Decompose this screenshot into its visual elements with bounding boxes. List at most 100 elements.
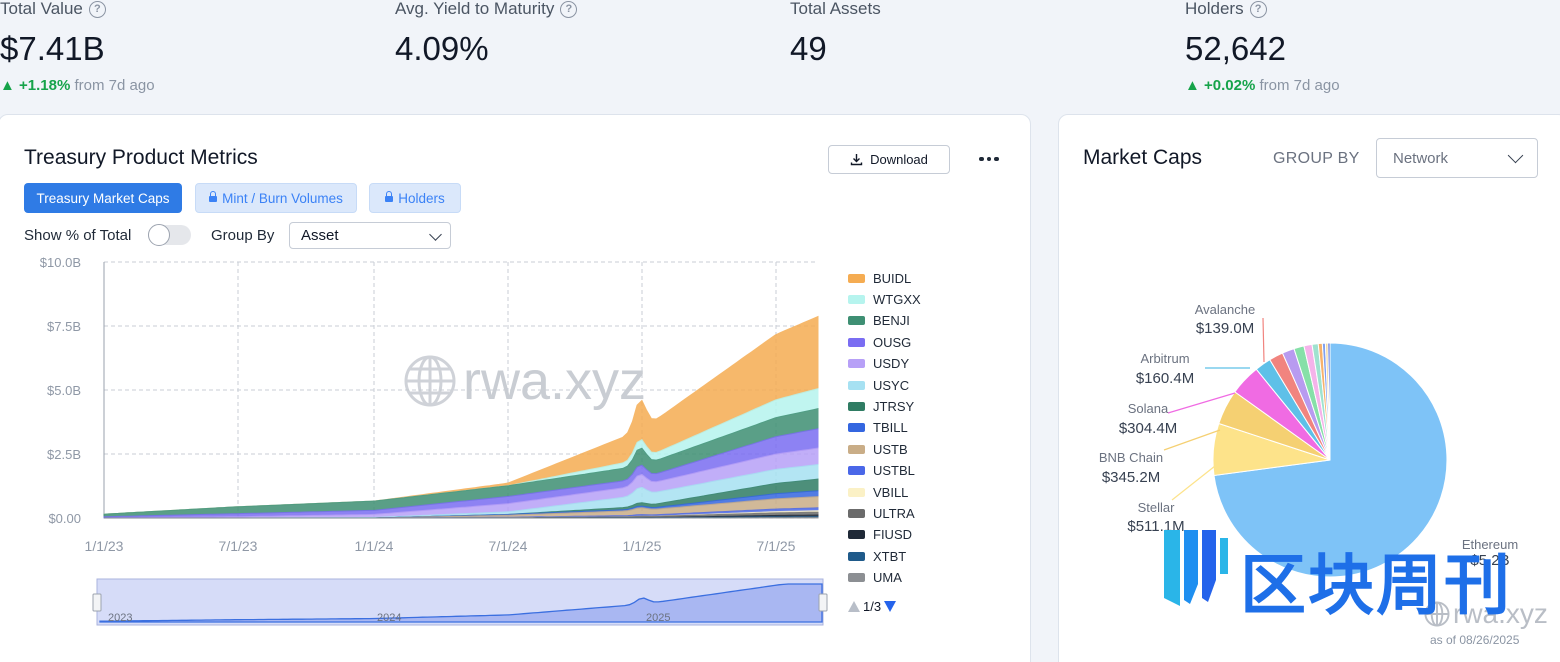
- as-of-date: as of 08/26/2025: [1430, 633, 1520, 647]
- watermark-text: rwa.xyz: [463, 351, 647, 411]
- legend-item-uma[interactable]: UMA: [848, 570, 902, 586]
- stat-value: 4.09%: [395, 30, 489, 67]
- legend-swatch: [848, 294, 865, 304]
- stat-total-assets: Total Assets 49: [790, 0, 881, 67]
- legend-item-usdy[interactable]: USDY: [848, 356, 909, 372]
- legend-swatch: [848, 444, 865, 454]
- pie-label-value: $160.4M: [1136, 370, 1194, 387]
- legend-item-ultra[interactable]: ULTRA: [848, 505, 915, 521]
- y-tick-label: $0.00: [48, 511, 81, 526]
- more-options-icon[interactable]: [974, 147, 1004, 171]
- stat-avg-yield: Avg. Yield to Maturity? 4.09%: [395, 0, 578, 67]
- legend-swatch: [848, 551, 865, 561]
- tab-treasury-market-caps[interactable]: Treasury Market Caps: [24, 183, 182, 213]
- legend-item-tbill[interactable]: TBILL: [848, 420, 908, 436]
- show-pct-toggle[interactable]: [148, 224, 191, 246]
- download-button[interactable]: Download: [828, 145, 950, 174]
- pie-leader-line: [1163, 429, 1221, 451]
- network-select[interactable]: Network: [1376, 138, 1538, 178]
- change-suffix: from 7d ago: [74, 77, 155, 94]
- navigator-handle: [92, 593, 102, 612]
- legend-item-benji[interactable]: BENJI: [848, 313, 910, 329]
- legend-item-jtrsy[interactable]: JTRSY: [848, 398, 914, 414]
- legend-label: ULTRA: [873, 505, 915, 521]
- legend-item-xtbt[interactable]: XTBT: [848, 548, 906, 564]
- pie-label-value: $304.4M: [1119, 420, 1177, 437]
- navigator-series: [99, 583, 823, 623]
- tab-label: Mint / Burn Volumes: [222, 190, 343, 206]
- stat-holders: Holders? 52,642 ▲ +0.02% from 7d ago: [1185, 0, 1340, 94]
- stat-value: 52,642: [1185, 30, 1286, 67]
- x-tick-label: 1/1/23: [85, 538, 124, 554]
- legend-item-wtgxx[interactable]: WTGXX: [848, 291, 921, 307]
- legend-label: BENJI: [873, 313, 910, 329]
- legend-swatch: [848, 316, 865, 326]
- toggle-knob: [148, 224, 170, 246]
- pie-label-name: Stellar: [1138, 500, 1176, 515]
- change-up: ▲ +0.02%: [1185, 77, 1256, 94]
- globe-icon: [1424, 601, 1450, 627]
- pager-prev-icon[interactable]: [848, 601, 860, 612]
- legend-label: BUIDL: [873, 270, 912, 286]
- pie-label-name: Arbitrum: [1140, 351, 1189, 366]
- group-by-label: Group By: [211, 227, 275, 244]
- y-tick-label: $2.5B: [47, 447, 81, 462]
- download-icon: [850, 154, 863, 166]
- legend-label: USTBL: [873, 463, 915, 479]
- globe-icon: [404, 355, 456, 407]
- x-tick-label: 7/1/23: [219, 538, 258, 554]
- help-icon[interactable]: ?: [1249, 0, 1267, 18]
- tab-holders[interactable]: Holders: [369, 183, 461, 213]
- legend-swatch: [848, 487, 865, 497]
- legend-swatch: [848, 530, 865, 540]
- legend-item-ustb[interactable]: USTB: [848, 441, 908, 457]
- stat-label: Avg. Yield to Maturity: [395, 0, 555, 18]
- tab-mint-burn-volumes[interactable]: Mint / Burn Volumes: [195, 183, 357, 213]
- legend-label: FIUSD: [873, 527, 912, 543]
- legend-swatch: [848, 508, 865, 518]
- pager-text: 1/3: [863, 599, 882, 614]
- pie-label-name: BNB Chain: [1099, 450, 1163, 465]
- x-tick-label: 1/1/25: [623, 538, 662, 554]
- help-icon[interactable]: ?: [88, 0, 106, 18]
- legend-item-vbill[interactable]: VBILL: [848, 484, 908, 500]
- legend-item-ustbl[interactable]: USTBL: [848, 463, 915, 479]
- pie-leader-line: [1167, 392, 1236, 414]
- card-title: Market Caps: [1083, 146, 1203, 169]
- group-by-label: GROUP BY: [1273, 150, 1360, 167]
- legend-label: UMA: [873, 570, 902, 586]
- pie-label-value: $139.0M: [1196, 320, 1254, 337]
- legend-item-buidl[interactable]: BUIDL: [848, 270, 911, 286]
- card-title: Treasury Product Metrics: [24, 146, 258, 169]
- legend-item-usyc[interactable]: USYC: [848, 377, 909, 393]
- stat-label: Total Value: [0, 0, 83, 18]
- change-suffix: from 7d ago: [1259, 77, 1340, 94]
- group-by-select[interactable]: Asset: [289, 222, 451, 249]
- legend-pager: 1/3: [848, 599, 897, 614]
- lock-icon: [385, 190, 394, 203]
- legend-item-ousg[interactable]: OUSG: [848, 334, 911, 350]
- area-series-uma: [104, 516, 819, 519]
- legend-swatch: [848, 380, 865, 390]
- stat-total-value: Total Value? $7.41B ▲ +1.18% from 7d ago: [0, 0, 155, 94]
- y-tick-label: $10.0B: [40, 255, 81, 270]
- legend-label: USTB: [873, 441, 908, 457]
- pie-label-value: $5.2B: [1470, 552, 1509, 569]
- show-pct-label: Show % of Total: [24, 227, 132, 244]
- pie-leader-line: [1171, 465, 1216, 501]
- stat-value: $7.41B: [0, 30, 105, 67]
- help-icon[interactable]: ?: [560, 0, 578, 18]
- rwa-watermark: rwa.xyz: [403, 350, 646, 412]
- legend-swatch: [848, 573, 865, 583]
- legend-swatch: [848, 423, 865, 433]
- navigator-label: 2025: [646, 612, 670, 624]
- legend-item-fiusd[interactable]: FIUSD: [848, 527, 912, 543]
- x-tick-label: 7/1/25: [757, 538, 796, 554]
- legend-label: XTBT: [873, 548, 907, 564]
- legend-label: OUSG: [873, 334, 912, 350]
- pie-label-name: Ethereum: [1462, 537, 1518, 552]
- navigator-handle: [818, 593, 828, 612]
- pager-next-icon[interactable]: [884, 601, 897, 612]
- legend-label: USYC: [873, 377, 910, 393]
- legend-label: WTGXX: [873, 291, 921, 307]
